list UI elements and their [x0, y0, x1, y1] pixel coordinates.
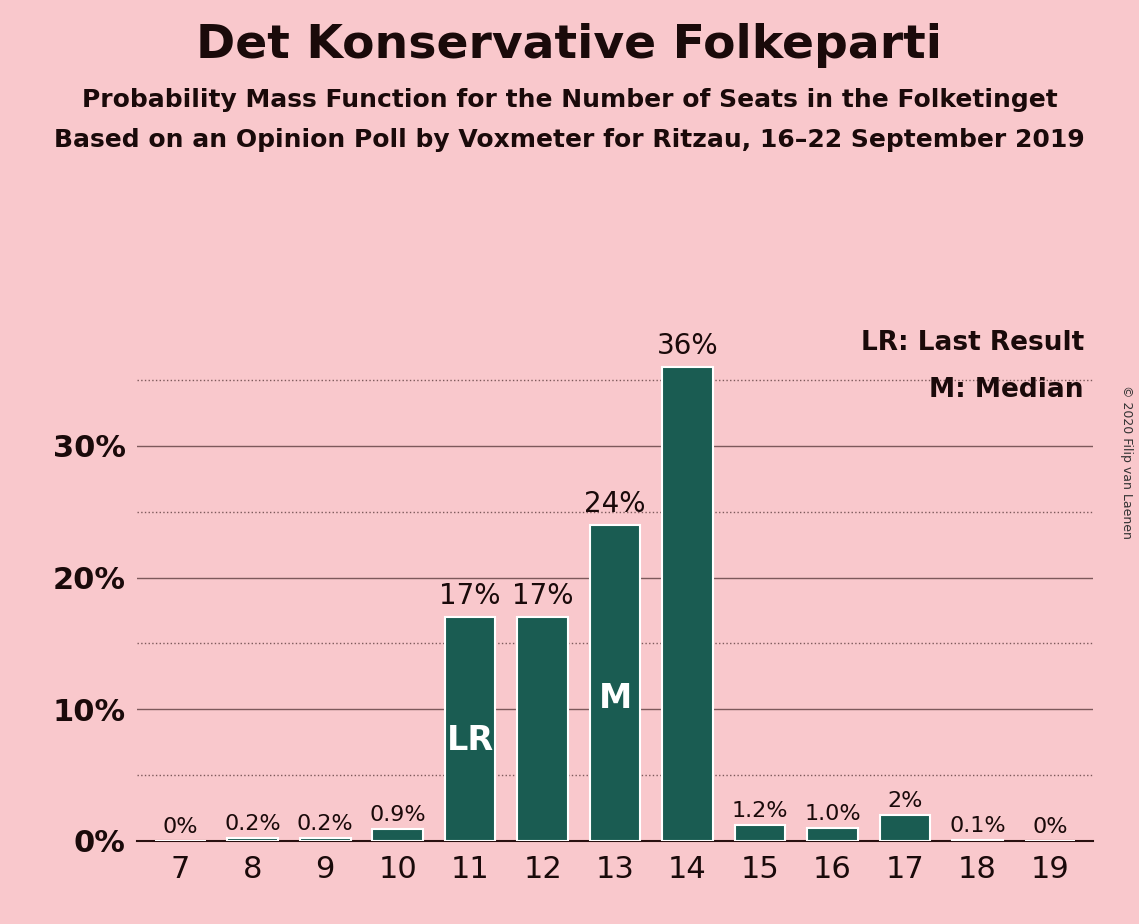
Bar: [300, 838, 351, 841]
Text: 17%: 17%: [511, 582, 573, 611]
Text: 0%: 0%: [1032, 817, 1067, 837]
Text: 0.1%: 0.1%: [949, 816, 1006, 835]
Bar: [228, 838, 278, 841]
Bar: [808, 828, 858, 841]
Text: LR: LR: [446, 723, 493, 757]
Text: 0%: 0%: [163, 817, 198, 837]
Bar: [444, 617, 495, 841]
Text: M: M: [598, 682, 632, 715]
Bar: [952, 840, 1002, 841]
Text: Probability Mass Function for the Number of Seats in the Folketinget: Probability Mass Function for the Number…: [82, 88, 1057, 112]
Bar: [590, 525, 640, 841]
Text: 2%: 2%: [887, 791, 923, 810]
Bar: [517, 617, 568, 841]
Text: 0.2%: 0.2%: [297, 814, 353, 834]
Text: 24%: 24%: [584, 491, 646, 518]
Text: M: Median: M: Median: [929, 377, 1084, 404]
Bar: [662, 367, 713, 841]
Text: © 2020 Filip van Laenen: © 2020 Filip van Laenen: [1121, 385, 1133, 539]
Text: 36%: 36%: [657, 333, 719, 360]
Text: 1.2%: 1.2%: [731, 801, 788, 821]
Bar: [879, 815, 931, 841]
Text: 0.9%: 0.9%: [369, 805, 426, 825]
Text: 0.2%: 0.2%: [224, 814, 281, 834]
Bar: [735, 825, 786, 841]
Text: Det Konservative Folkeparti: Det Konservative Folkeparti: [197, 23, 942, 68]
Text: Based on an Opinion Poll by Voxmeter for Ritzau, 16–22 September 2019: Based on an Opinion Poll by Voxmeter for…: [55, 128, 1084, 152]
Text: LR: Last Result: LR: Last Result: [861, 330, 1084, 356]
Text: 17%: 17%: [440, 582, 501, 611]
Text: 1.0%: 1.0%: [804, 804, 861, 823]
Bar: [372, 829, 423, 841]
